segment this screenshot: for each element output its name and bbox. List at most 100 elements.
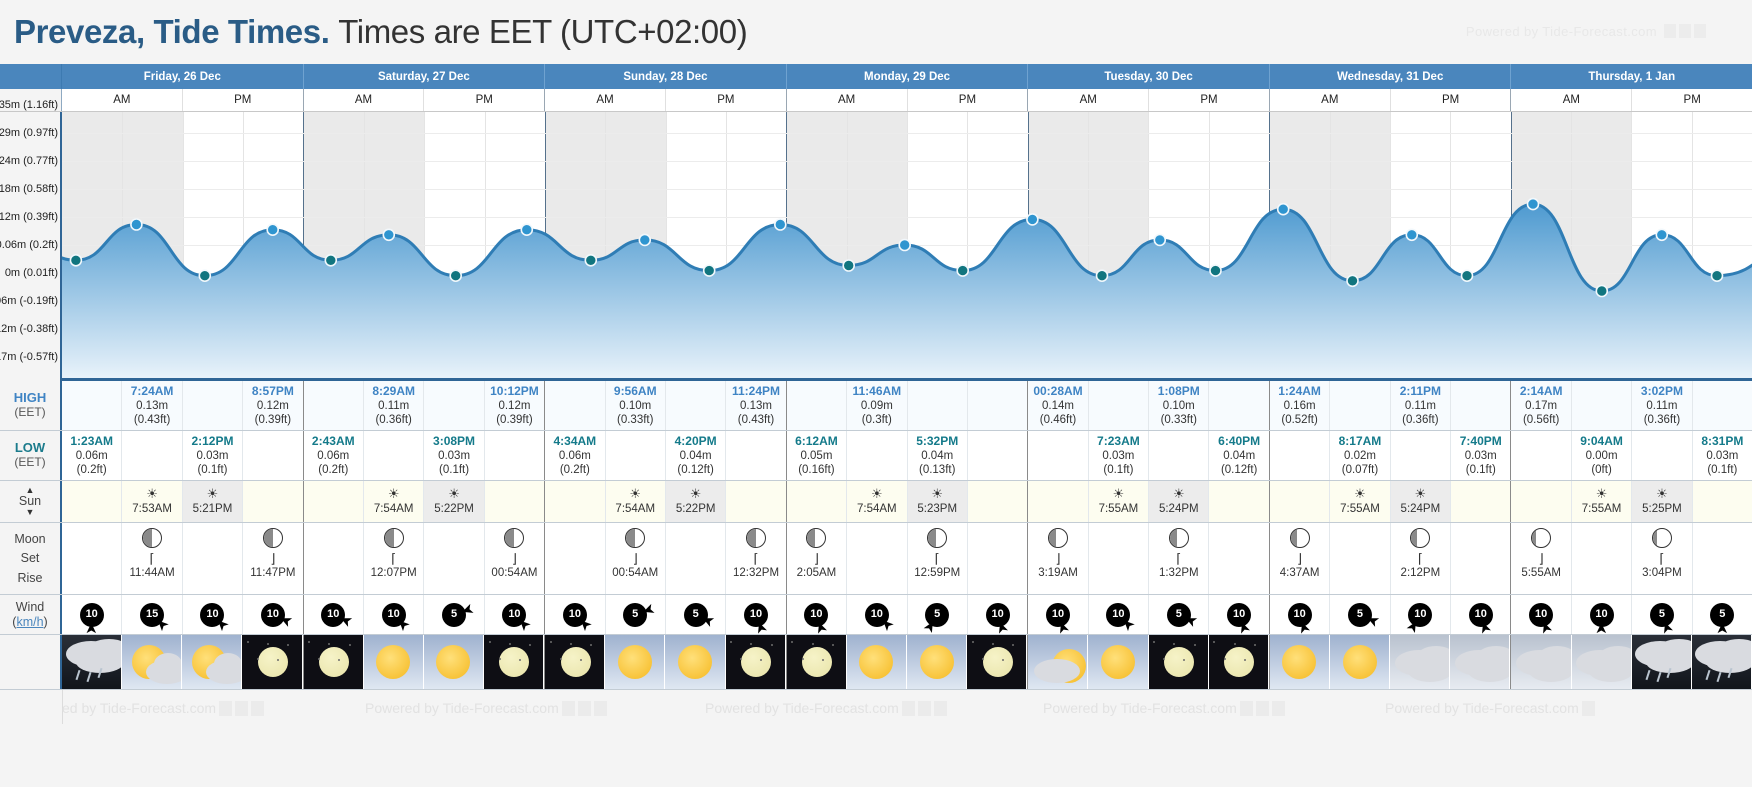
ampm-group-6: AM PM xyxy=(1511,89,1752,111)
low-meters: 0.04m xyxy=(1223,449,1256,462)
low-label: LOW xyxy=(14,440,46,456)
tide-point-low-14[interactable] xyxy=(956,264,970,277)
tide-point-high-17[interactable] xyxy=(1153,233,1167,247)
sun-icon xyxy=(376,645,411,679)
weather-row-label xyxy=(0,635,62,689)
tide-point-low-26[interactable] xyxy=(1710,269,1724,282)
wind-indicator: ➤ 5 xyxy=(914,602,960,636)
tide-point-low-20[interactable] xyxy=(1346,274,1359,288)
low-feet: (0.2ft) xyxy=(559,464,590,476)
low-feet: (0.2ft) xyxy=(76,464,107,476)
sun-time: 7:55AM xyxy=(1581,502,1622,515)
tide-point-high-7[interactable] xyxy=(520,223,534,236)
low-meters: 0.00m xyxy=(1585,449,1618,462)
tide-point-high-13[interactable] xyxy=(898,238,912,252)
moon-rise-icon: ⌋ xyxy=(1055,551,1061,566)
cloud-icon xyxy=(214,653,242,676)
weather-icon-sunny xyxy=(605,635,665,689)
wind-row-label: Wind (km/h) xyxy=(0,595,62,634)
wind-indicator: ➤ 10 xyxy=(975,602,1021,636)
wind-cell: ➤ 10 xyxy=(243,595,302,634)
moon-set-time: 3:04PM xyxy=(1642,567,1682,579)
weather-cell xyxy=(1390,635,1451,689)
wind-cell: ➤ 10 xyxy=(968,595,1027,636)
weather-day-3 xyxy=(786,635,1029,689)
weather-cell xyxy=(1269,635,1331,689)
moon-cell: ⌈ 11:44AM xyxy=(122,523,183,594)
high-cell: 8:57PM 0.12m (0.39ft) xyxy=(243,381,302,430)
tide-point-low-0[interactable] xyxy=(69,254,83,267)
low-cell: 8:17AM 0.02m (0.07ft) xyxy=(1330,431,1391,480)
sun-row: ▲ Sun ▼ ☀ 7:53AM ☀ 5:21PM ☀ 7:54AM ☀ 5:22PM ☀ 7:5… xyxy=(0,481,1752,523)
ampm-header-4-1: PM xyxy=(1200,94,1218,106)
tide-point-low-8[interactable] xyxy=(584,254,598,267)
tide-point-low-16[interactable] xyxy=(1095,269,1109,282)
moon-phase-icon xyxy=(1289,528,1310,548)
tide-point-high-23[interactable] xyxy=(1526,197,1540,211)
weather-cell xyxy=(967,635,1028,689)
tide-point-low-4[interactable] xyxy=(324,254,338,267)
tide-point-high-25[interactable] xyxy=(1655,228,1669,242)
tide-point-low-22[interactable] xyxy=(1460,269,1474,282)
weather-icon-rain xyxy=(62,635,122,689)
moon-cell xyxy=(1693,523,1752,594)
wind-unit-label[interactable]: (km/h) xyxy=(12,614,48,629)
high-cell xyxy=(1451,381,1510,430)
weather-cell xyxy=(1450,635,1511,689)
tide-point-high-11[interactable] xyxy=(773,218,787,231)
tide-point-low-24[interactable] xyxy=(1595,284,1609,298)
rain-icon xyxy=(75,669,81,680)
moon-day-3: ⌋ 2:05AM ⌈ 12:59PM xyxy=(787,523,1029,594)
high-time: 00:28AM xyxy=(1033,383,1083,398)
ampm-header-0-0: AM xyxy=(62,89,183,111)
low-cell: 4:34AM 0.06m (0.2ft) xyxy=(545,431,606,480)
wind-indicator: ➤ 10 xyxy=(1579,602,1625,635)
high-cell: 1:24AM 0.16m (0.52ft) xyxy=(1270,381,1331,430)
tide-point-low-12[interactable] xyxy=(842,259,856,272)
wind-indicator: ➤ 15 xyxy=(129,602,175,635)
sun-day-0: ☀ 7:53AM ☀ 5:21PM xyxy=(62,481,304,522)
low-cell: 7:23AM 0.03m (0.1ft) xyxy=(1089,431,1150,480)
weather-cell xyxy=(725,635,786,689)
weather-cell xyxy=(303,635,364,689)
sun-cell: ☀ 5:23PM xyxy=(907,481,968,522)
moon-label: Moon xyxy=(14,531,46,546)
tide-curve xyxy=(62,197,1752,378)
tide-point-low-6[interactable] xyxy=(449,269,463,282)
sunrise-icon: ☀ xyxy=(387,485,400,501)
low-cell xyxy=(122,431,183,480)
moon-phase-icon xyxy=(625,528,646,548)
sun-icon xyxy=(678,645,712,679)
weather-icon-sunny xyxy=(423,635,483,689)
tide-point-high-15[interactable] xyxy=(1026,213,1039,226)
wind-indicator: ➤ 10 xyxy=(1397,602,1443,636)
tide-point-low-18[interactable] xyxy=(1209,264,1222,277)
tide-point-high-5[interactable] xyxy=(382,228,396,242)
tide-point-low-2[interactable] xyxy=(198,269,212,282)
tide-point-low-10[interactable] xyxy=(702,264,716,277)
weather-cell xyxy=(122,635,183,689)
tide-point-high-9[interactable] xyxy=(638,233,652,247)
wind-cell: ➤ 10 xyxy=(1451,595,1510,636)
tide-point-high-3[interactable] xyxy=(266,223,279,236)
rain-icon xyxy=(1716,671,1722,682)
ampm-header-5-0: AM xyxy=(1270,89,1391,111)
wind-cell: ➤ 15 xyxy=(122,595,183,635)
wind-speed-badge: 5 xyxy=(623,602,648,627)
moon-rise-icon: ⌋ xyxy=(270,551,276,566)
sun-time: 5:23PM xyxy=(917,502,958,515)
weather-icon-clear-night xyxy=(242,635,302,689)
ampm-header-3-0: AM xyxy=(787,89,908,111)
wind-cell: ➤ 5 xyxy=(1149,595,1210,634)
sun-cell xyxy=(1451,481,1510,522)
tide-point-high-21[interactable] xyxy=(1405,228,1419,242)
wind-cell: ➤ 10 xyxy=(304,595,364,634)
wind-cell: ➤ 5 xyxy=(1330,595,1391,634)
tide-point-high-1[interactable] xyxy=(130,218,143,231)
wind-cell: ➤ 10 xyxy=(183,595,244,635)
tide-point-high-19[interactable] xyxy=(1276,202,1290,216)
moon-icon xyxy=(560,647,591,677)
low-cell: 1:23AM 0.06m (0.2ft) xyxy=(62,431,123,480)
day-header-2: Sunday, 28 Dec xyxy=(545,64,787,89)
